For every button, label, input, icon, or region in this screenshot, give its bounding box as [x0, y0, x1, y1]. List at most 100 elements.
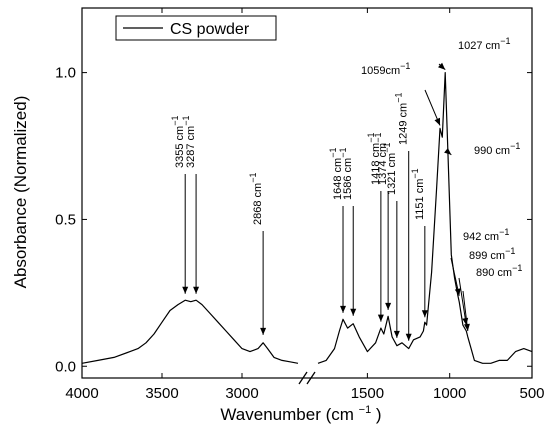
annotation-sup-1374: −1	[373, 133, 383, 143]
annotation-text-1249: 1249 cm	[398, 103, 410, 145]
y-tick-label-0: 0.0	[55, 358, 76, 375]
legend: CS powder	[115, 15, 277, 41]
annotation-label-1648: 1648 cm−1	[328, 148, 344, 200]
annotation-text-1648: 1648 cm	[332, 158, 344, 200]
axis-break-mark-0	[298, 371, 308, 385]
annotation-arrowhead-1418	[377, 314, 384, 322]
peak-annotation-3287: 3287 cm−1	[181, 116, 200, 294]
annotation-arrowhead-942	[454, 288, 461, 296]
peak-annotation-1374: 1374 cm−1	[373, 133, 392, 310]
peak-annotation-1586: 1586 cm−1	[338, 148, 357, 316]
annotation-sup-3355: −1	[170, 116, 180, 126]
svg-text:Wavenumber (cm −1: Wavenumber (cm −1 )	[220, 398, 381, 424]
annotation-sup-3287: −1	[181, 116, 191, 126]
peak-annotation-1151: 1151 cm−1	[410, 168, 428, 318]
annotation-sup-1321: −1	[382, 143, 392, 153]
annotation-label-2868: 2868 cm−1	[248, 173, 264, 225]
annotation-label-1059: 1059cm−1	[361, 61, 410, 77]
annotation-label-1027: 1027 cm−1	[458, 36, 510, 52]
x-axis-title-text: Wavenumber (cm	[220, 405, 354, 424]
y-axis-title: Absorbance (Normalized)	[11, 96, 30, 289]
annotation-arrowhead-3355	[182, 286, 189, 294]
annotation-arrow-899	[458, 277, 467, 326]
annotation-label-1249: 1249 cm−1	[394, 93, 410, 145]
x-tick-label-1500: 1500	[351, 385, 384, 402]
annotation-text-890: 890 cm	[476, 267, 512, 279]
annotation-label-890: 890 cm−1	[476, 263, 522, 279]
annotation-sup-2868: −1	[248, 173, 258, 183]
peak-annotation-1059: 1059cm −1	[361, 61, 441, 126]
annotation-label-942: 942 cm−1	[463, 227, 509, 243]
annotation-label-1374: 1374 cm−1	[373, 133, 389, 185]
x-axis-title-close: )	[376, 405, 382, 424]
annotation-label-3287: 3287 cm−1	[181, 116, 197, 168]
axis-break-mark-1	[306, 371, 316, 385]
legend-label-cs-powder: CS powder	[170, 21, 250, 38]
annotation-arrowhead-1374	[385, 302, 392, 310]
annotation-arrowhead-1249	[405, 333, 412, 341]
annotation-sup-1249: −1	[394, 93, 404, 103]
plot-border	[81, 7, 533, 379]
peak-annotation-899: 899 cm−1	[458, 246, 515, 326]
annotation-sup-1151: −1	[410, 168, 420, 178]
peak-annotation-1027: 1027 cm−1	[438, 36, 510, 71]
annotation-label-3355: 3355 cm−1	[170, 116, 186, 168]
peak-annotation-2868: 2868 cm−1	[248, 173, 267, 335]
peak-annotation-942: 942 cm−1	[450, 227, 509, 296]
annotation-sup-990: −1	[510, 141, 520, 151]
x-tick-label-1000: 1000	[433, 385, 466, 402]
annotation-arrowhead-1586	[350, 308, 357, 316]
annotation-label-990: 990 cm−1	[474, 141, 520, 157]
x-axis-title: Wavenumber (cm −1 )	[220, 398, 381, 424]
annotation-text-990: 990 cm	[474, 145, 510, 157]
peak-annotation-990: 990 cm−1	[444, 141, 520, 157]
annotation-text-1059: 1059cm	[361, 65, 400, 77]
annotation-label-899: 899 cm−1	[469, 246, 515, 262]
annotation-text-1321: 1321 cm	[386, 153, 398, 195]
annotation-text-3287: 3287 cm	[185, 126, 197, 168]
annotation-text-1586: 1586 cm	[342, 158, 354, 200]
annotation-arrowhead-1648	[340, 305, 347, 313]
y-tick-label-1: 1.0	[55, 65, 76, 82]
x-axis-title-sup: −1	[359, 404, 372, 416]
annotation-text-1151: 1151 cm	[414, 179, 426, 220]
annotation-label-1418: 1418 cm−1	[366, 133, 382, 185]
axes-layer: 4000 3500 3000 1500 1000 500 0.0 0.5 1.0	[55, 8, 545, 402]
spectrum-layer	[81, 72, 533, 364]
annotation-text-942: 942 cm	[463, 231, 499, 243]
y-tick-label-0.5: 0.5	[55, 211, 76, 228]
annotation-arrowhead-1321	[393, 330, 400, 338]
annotation-sup-1586: −1	[338, 148, 348, 158]
annotation-text-1418: 1418 cm	[370, 143, 382, 185]
annotation-sup-890: −1	[512, 263, 522, 273]
annotation-sup-1027: −1	[500, 36, 510, 46]
annotation-arrowhead-2868	[260, 327, 267, 335]
annotation-sup-1648: −1	[328, 148, 338, 158]
annotation-arrowhead-990	[444, 148, 452, 155]
annotation-text-3355: 3355 cm	[174, 126, 186, 168]
annotation-sup-899: −1	[505, 246, 515, 256]
annotation-arrowhead-3287	[193, 286, 200, 294]
peak-annotation-3355: 3355 cm−1	[170, 116, 189, 294]
annotation-label-1321: 1321 cm−1	[382, 143, 398, 195]
annotation-sup-1418: −1	[366, 133, 376, 143]
spectrum-line-fingerprint	[317, 72, 533, 364]
x-tick-label-500: 500	[519, 385, 544, 402]
peak-annotation-1249: 1249 cm−1	[394, 93, 412, 341]
annotation-text-1374: 1374 cm	[377, 143, 389, 185]
annotation-sup-942: −1	[499, 227, 509, 237]
annotation-arrowhead-890	[464, 323, 470, 331]
annotation-label-1586: 1586 cm−1	[338, 148, 354, 200]
spectrum-line-high-wavenumber	[81, 299, 299, 364]
annotation-text-2868: 2868 cm	[252, 183, 264, 225]
annotation-arrowhead-1151	[421, 310, 428, 318]
annotation-label-1151: 1151 cm−1	[410, 168, 426, 220]
peak-annotation-890: 890 cm−1	[462, 263, 522, 332]
x-tick-label-4000: 4000	[65, 385, 98, 402]
x-tick-label-3500: 3500	[145, 385, 178, 402]
peak-annotation-1321: 1321 cm−1	[382, 143, 400, 338]
annotation-arrowhead-1027	[438, 62, 446, 70]
annotation-arrowhead-1059	[434, 117, 440, 126]
